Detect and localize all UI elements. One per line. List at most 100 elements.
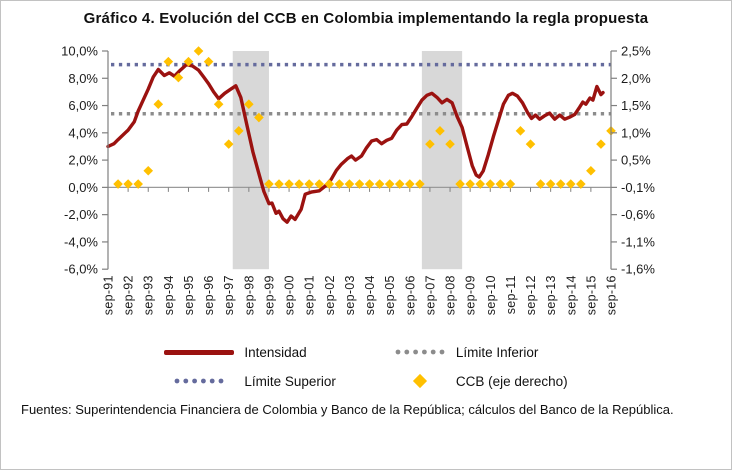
ccb-diamond (364, 179, 375, 189)
ccb-diamond (525, 139, 536, 149)
left-axis-label: -6,0% (64, 262, 98, 277)
ccb-diamond (244, 99, 254, 110)
x-axis-label: sep-99 (262, 275, 276, 315)
x-axis-label: sep-93 (142, 275, 156, 315)
limite-inferior-swatch-dots-icon (394, 348, 446, 356)
left-axis-label: 8,0% (68, 71, 98, 86)
recession-bands (232, 51, 463, 270)
ccb-diamond (445, 139, 455, 149)
ccb-diamond (505, 179, 516, 189)
x-axis-label: sep-10 (484, 275, 498, 315)
right-axis-label: 1,0% (621, 125, 651, 140)
x-axis-label: sep-07 (423, 275, 437, 315)
ccb-diamond (465, 179, 475, 189)
ccb-diamond (425, 139, 435, 149)
ccb-diamond (596, 139, 606, 149)
x-axis-label: sep-14 (564, 275, 578, 315)
x-axis-label: sep-01 (303, 275, 317, 315)
right-axis-label: 0,5% (621, 153, 651, 168)
x-axis-labels: sep-91 sep-92 sep-93 sep-94 sep-95 sep-96 sep-… (102, 275, 619, 315)
ccb-diamond (495, 179, 506, 189)
ccb-diamond (304, 179, 314, 189)
ccb-diamond (565, 179, 576, 189)
value-axes: 10,0% 2,5% 8,0% 2,0% 6,0% 1,5% 4,0% 1,0% 2,0% 0,5… (61, 44, 655, 277)
ccb-diamond (133, 179, 143, 189)
ccb-diamond (354, 179, 365, 189)
ccb-diamond (113, 179, 123, 189)
legend-item-ccb: CCB (eje derecho) (394, 371, 568, 391)
ccb-diamond (284, 179, 294, 189)
x-axis-label: sep-92 (122, 275, 136, 315)
ccb-diamond (455, 179, 465, 189)
x-axis-label: sep-09 (464, 275, 478, 315)
ccb-diamond (183, 56, 194, 67)
x-axis-label: sep-08 (444, 275, 458, 315)
ccb-diamond (274, 179, 284, 189)
right-axis-label: -0,6% (621, 207, 655, 222)
x-axis-label: sep-00 (283, 275, 297, 315)
left-axis-label: 0,0% (68, 180, 98, 195)
intensidad-swatch-line-icon (164, 349, 235, 355)
ccb-diamond (576, 179, 586, 189)
legend-item-limite-inferior: Límite Inferior (394, 342, 568, 362)
x-axis-label: sep-91 (102, 275, 116, 315)
ccb-diamond (545, 179, 556, 189)
left-axis-label: -4,0% (64, 234, 98, 249)
x-axis-label: sep-98 (242, 275, 256, 315)
left-axis-label: 2,0% (68, 153, 98, 168)
x-axis-label: sep-15 (584, 275, 598, 315)
ccb-swatch-diamond-icon (394, 373, 446, 389)
ccb-diamond (485, 179, 496, 189)
x-axis-label: sep-04 (363, 275, 377, 315)
left-axis-label: 10,0% (61, 44, 98, 59)
ccb-diamond (153, 99, 164, 110)
limite-superior-swatch-dots-icon (164, 377, 234, 385)
ccb-diamond (384, 179, 395, 189)
ccb-diamond (374, 179, 385, 189)
ccb-diamond (264, 179, 274, 189)
ccb-diamond (213, 99, 224, 110)
right-axis-label: -0,1% (621, 180, 655, 195)
right-axis-label: 1,5% (621, 98, 651, 113)
intensidad-line (106, 62, 605, 224)
ccb-diamond (143, 165, 154, 176)
ccb-diamond (223, 139, 234, 149)
ccb-diamond (314, 179, 325, 189)
x-axis-label: sep-02 (323, 275, 337, 315)
intensidad-legend-label: Intensidad (244, 344, 307, 360)
right-axis-label: 2,5% (621, 44, 651, 59)
x-axis-label: sep-05 (383, 275, 397, 315)
ccb-legend-label: CCB (eje derecho) (455, 373, 568, 389)
ccb-diamond (334, 179, 345, 189)
ccb-diamond (173, 72, 184, 83)
ccb-diamond (193, 46, 204, 56)
ccb-diamond (475, 179, 486, 189)
ccb-diamond (324, 179, 335, 189)
right-axis-label: -1,6% (621, 262, 655, 277)
x-axis-label: sep-96 (202, 275, 216, 315)
ccb-diamond (586, 165, 596, 176)
ccb-diamond (294, 179, 304, 189)
shaded-band (232, 51, 269, 270)
ccb-diamond (555, 179, 566, 189)
shaded-band (421, 51, 463, 270)
left-axis-label: 6,0% (68, 98, 98, 113)
legend-item-limite-superior: Límite Superior (164, 371, 336, 391)
ccb-diamond (394, 179, 405, 189)
ccb-diamond (515, 126, 526, 136)
x-axis-label: sep-97 (222, 275, 236, 315)
ccb-markers (113, 46, 616, 189)
limite-superior-legend-label: Límite Superior (244, 373, 336, 389)
left-axis-label: 4,0% (68, 125, 98, 140)
ccb-diamond (535, 179, 546, 189)
chart-canvas: 10,0% 2,5% 8,0% 2,0% 6,0% 1,5% 4,0% 1,0% 2,0% 0,5… (61, 44, 655, 316)
x-axis-label: sep-13 (544, 275, 558, 315)
x-axis-label: sep-12 (524, 275, 538, 315)
right-axis-label: 2,0% (621, 71, 651, 86)
legend-item-intensidad: Intensidad (164, 342, 336, 362)
right-axis-label: -1,1% (621, 234, 655, 249)
x-axis-label: sep-06 (403, 275, 417, 315)
ccb-diamond (415, 179, 425, 189)
x-axis-label: sep-94 (162, 275, 176, 315)
